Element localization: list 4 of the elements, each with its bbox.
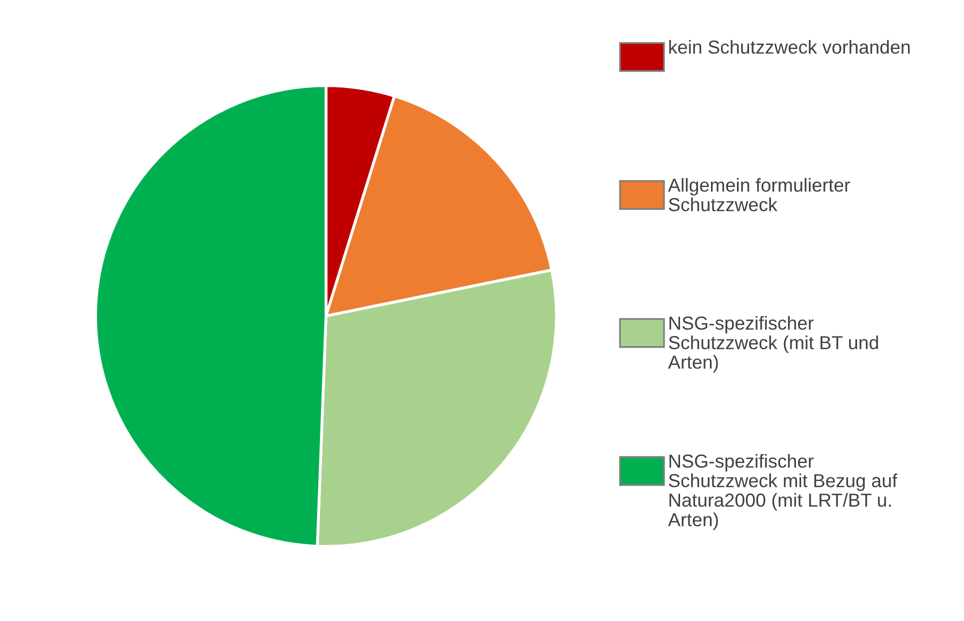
legend-label: NSG-spezifischer Schutzzweck (mit BT und Arten) <box>668 316 878 373</box>
legend-label: kein Schutzzweck vorhanden <box>669 40 910 54</box>
legend-label: NSG-spezifischer Schutzzweck mit Bezug auf Natura2000 (mit LRT/BT u. Arten) <box>668 454 898 530</box>
legend-label: Allgemein formulierter Schutzzweck <box>668 178 850 212</box>
